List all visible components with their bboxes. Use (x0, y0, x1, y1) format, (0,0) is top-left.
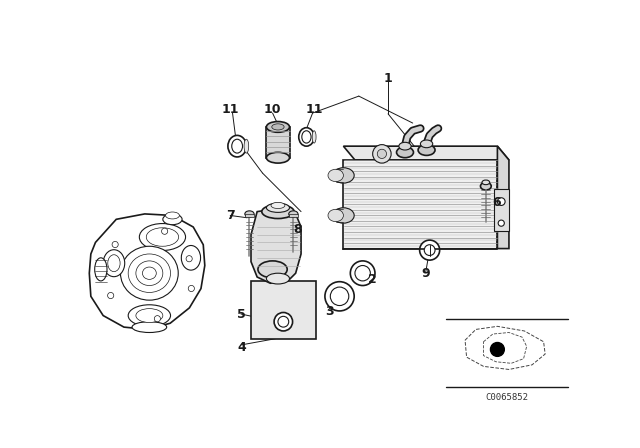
Ellipse shape (245, 211, 254, 217)
Circle shape (497, 198, 505, 206)
Ellipse shape (258, 261, 287, 278)
Ellipse shape (132, 322, 166, 332)
Ellipse shape (302, 131, 311, 143)
Circle shape (420, 240, 440, 260)
Circle shape (274, 313, 292, 331)
Ellipse shape (136, 261, 163, 285)
Ellipse shape (120, 246, 178, 300)
Bar (289, 214, 298, 217)
Ellipse shape (289, 211, 298, 217)
Text: 5: 5 (237, 307, 245, 320)
Circle shape (161, 228, 168, 234)
Ellipse shape (328, 209, 344, 222)
Ellipse shape (271, 202, 285, 208)
Ellipse shape (312, 131, 316, 143)
Bar (266, 127, 289, 158)
Text: 7: 7 (226, 209, 235, 222)
Ellipse shape (399, 142, 411, 150)
Polygon shape (344, 146, 509, 160)
Text: 6: 6 (492, 196, 501, 209)
Ellipse shape (333, 208, 354, 223)
Polygon shape (497, 146, 509, 249)
Polygon shape (484, 332, 527, 363)
Text: 3: 3 (325, 305, 334, 318)
Ellipse shape (147, 228, 179, 246)
Ellipse shape (328, 169, 344, 181)
Ellipse shape (272, 124, 284, 130)
Circle shape (350, 261, 375, 285)
Ellipse shape (103, 250, 125, 277)
Bar (493, 189, 509, 231)
Ellipse shape (266, 121, 289, 132)
Text: 4: 4 (237, 341, 246, 354)
Circle shape (325, 282, 354, 311)
Ellipse shape (108, 255, 120, 271)
Text: 9: 9 (422, 267, 430, 280)
Circle shape (112, 241, 118, 248)
Circle shape (355, 266, 371, 281)
Ellipse shape (228, 135, 246, 157)
Ellipse shape (262, 205, 294, 219)
Ellipse shape (181, 246, 200, 270)
Ellipse shape (481, 182, 492, 190)
Bar (245, 214, 254, 217)
Ellipse shape (244, 139, 249, 153)
Circle shape (188, 285, 195, 292)
Circle shape (186, 256, 192, 262)
Text: 1: 1 (384, 72, 392, 85)
Ellipse shape (266, 203, 289, 212)
Ellipse shape (95, 258, 107, 281)
Text: C0065852: C0065852 (486, 393, 529, 402)
Text: 8: 8 (293, 223, 301, 236)
Ellipse shape (418, 145, 435, 155)
Circle shape (108, 293, 114, 299)
Ellipse shape (232, 139, 243, 153)
Ellipse shape (143, 267, 156, 280)
Circle shape (490, 343, 504, 356)
Bar (251, 281, 316, 339)
Circle shape (278, 316, 289, 327)
Text: 11: 11 (305, 103, 323, 116)
Bar (344, 160, 497, 249)
Circle shape (330, 287, 349, 306)
Text: 11: 11 (221, 103, 239, 116)
Circle shape (378, 149, 387, 159)
Ellipse shape (163, 214, 182, 225)
Ellipse shape (266, 273, 289, 284)
Ellipse shape (333, 168, 354, 183)
Ellipse shape (420, 140, 433, 148)
Ellipse shape (266, 152, 289, 163)
Circle shape (498, 220, 504, 226)
Text: 10: 10 (264, 103, 282, 116)
Ellipse shape (140, 224, 186, 250)
Ellipse shape (128, 305, 170, 326)
Ellipse shape (397, 147, 413, 158)
Ellipse shape (482, 180, 490, 185)
Polygon shape (465, 326, 545, 370)
Circle shape (372, 145, 391, 163)
Ellipse shape (128, 254, 170, 293)
Circle shape (154, 316, 161, 322)
Ellipse shape (299, 128, 314, 146)
Ellipse shape (166, 212, 179, 219)
Ellipse shape (136, 309, 163, 323)
Text: 2: 2 (368, 273, 377, 286)
Polygon shape (251, 208, 301, 283)
Polygon shape (90, 214, 205, 329)
Circle shape (424, 245, 435, 255)
